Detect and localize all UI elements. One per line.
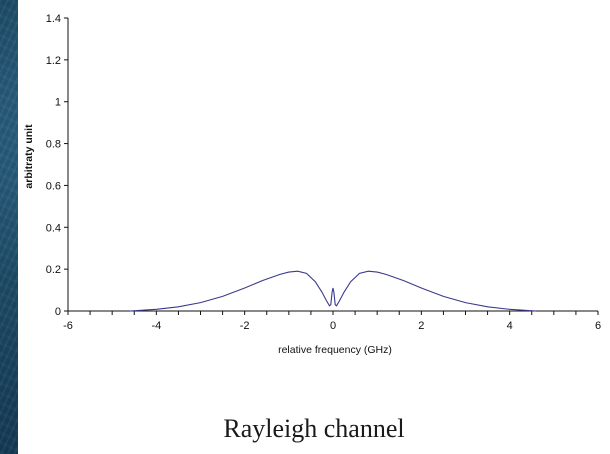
y-axis-label: arbitraty unit — [23, 124, 35, 189]
y-tick-label: 0.6 — [46, 180, 61, 192]
x-tick-label: -4 — [151, 320, 161, 332]
x-axis-ticks: -6 -4 -2 0 2 4 6 — [63, 311, 601, 332]
y-tick-label: 0.2 — [46, 264, 61, 276]
y-tick-label: 1.4 — [46, 13, 61, 25]
y-tick-label: 0.8 — [46, 139, 61, 151]
slide-caption: Rayleigh channel — [223, 414, 405, 443]
chart-panel: 0 0.2 0.4 0.6 0.8 1 1.2 1.4 -6 -4 -2 0 2 4 6 arbitrat… — [18, 0, 610, 454]
y-tick-label: 1 — [55, 97, 61, 109]
x-tick-label: -6 — [63, 320, 73, 332]
chart: 0 0.2 0.4 0.6 0.8 1 1.2 1.4 -6 -4 -2 0 2 4 6 arbitrat… — [23, 13, 601, 356]
x-tick-label: -2 — [240, 320, 250, 332]
x-tick-label: 4 — [507, 320, 513, 332]
x-tick-label: 2 — [418, 320, 424, 332]
y-tick-label: 0 — [55, 306, 61, 318]
y-axis-ticks: 0 0.2 0.4 0.6 0.8 1 1.2 1.4 — [46, 13, 68, 318]
series-line — [129, 270, 537, 312]
y-tick-label: 0.4 — [46, 222, 61, 234]
x-tick-label: 0 — [330, 320, 336, 332]
x-tick-label: 6 — [595, 320, 601, 332]
y-tick-label: 1.2 — [46, 55, 61, 67]
x-axis-label: relative frequency (GHz) — [278, 344, 392, 356]
